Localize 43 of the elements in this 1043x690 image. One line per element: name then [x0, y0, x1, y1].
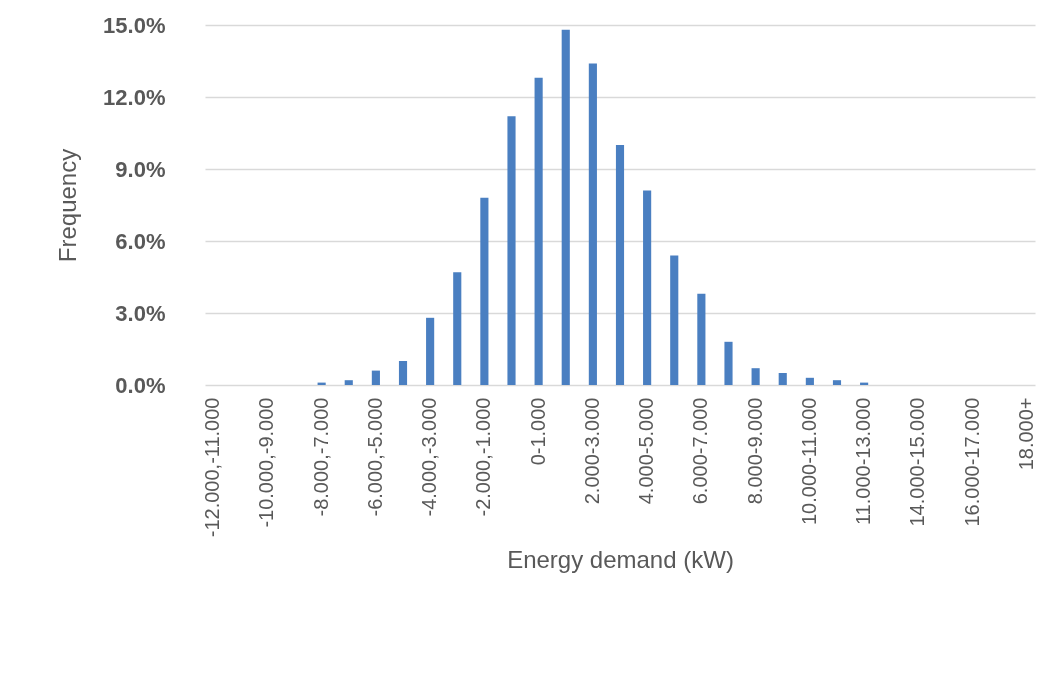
x-axis-title: Energy demand (kW)	[507, 546, 734, 574]
x-tick-label: 2.000-3.000	[580, 397, 603, 505]
bar	[724, 341, 733, 385]
x-tick-label: 18.000+	[1014, 397, 1037, 471]
bar	[751, 368, 760, 385]
x-tick-label: -4.000,-3.000	[418, 397, 441, 517]
x-tick-label: -2.000,-1.000	[472, 397, 495, 517]
bar	[534, 77, 543, 385]
bar	[588, 63, 597, 385]
bar	[371, 370, 380, 385]
bar	[507, 116, 516, 385]
y-axis-title: Frequency	[54, 148, 82, 263]
x-tick-label: 16.000-17.000	[960, 397, 983, 527]
x-tick-label: 14.000-15.000	[906, 397, 929, 527]
x-tick-label: 4.000-5.000	[635, 397, 658, 505]
y-tick-label: 12.0%	[103, 84, 166, 110]
bar	[832, 380, 842, 385]
y-tick-label: 0.0%	[115, 372, 166, 398]
bar	[670, 255, 679, 385]
bar	[805, 377, 814, 385]
y-tick-label: 9.0%	[115, 156, 166, 182]
x-tick-label: 10.000-11.000	[797, 397, 820, 526]
x-tick-label: -12.000,-11.000	[201, 397, 224, 538]
bar	[778, 373, 787, 385]
bar	[453, 272, 462, 385]
bar	[344, 380, 353, 385]
x-tick-label: 6.000-7.000	[689, 397, 712, 505]
bar	[398, 361, 408, 385]
y-tick-label: 3.0%	[115, 300, 166, 326]
bar	[426, 317, 435, 385]
bar	[615, 145, 625, 385]
y-tick-label: 15.0%	[103, 12, 166, 38]
x-tick-label: 11.000-13.000	[852, 397, 875, 526]
y-tick-label: 6.0%	[115, 228, 166, 254]
bar	[561, 29, 570, 385]
x-tick-label: 8.000-9.000	[743, 397, 766, 505]
bar	[697, 293, 706, 385]
x-tick-label: -10.000,-9.000	[255, 397, 278, 528]
x-tick-label: -8.000,-7.000	[309, 397, 332, 517]
x-tick-label: 0-1.000	[526, 397, 549, 466]
x-tick-label: -6.000,-5.000	[363, 397, 386, 517]
bar	[480, 197, 489, 385]
bar	[643, 190, 652, 385]
